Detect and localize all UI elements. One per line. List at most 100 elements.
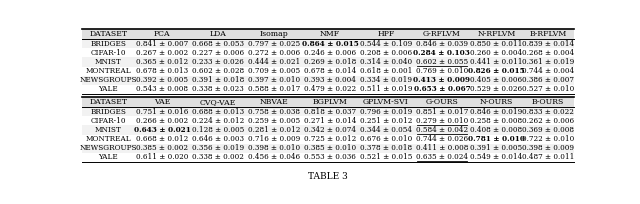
Text: 0.260 ± 0.004: 0.260 ± 0.004	[470, 49, 522, 57]
Text: G-OURS: G-OURS	[426, 98, 458, 106]
Text: LDA: LDA	[209, 30, 227, 38]
Text: 0.758 ± 0.038: 0.758 ± 0.038	[248, 108, 300, 116]
Bar	[83, 134, 573, 144]
Text: 0.818 ± 0.037: 0.818 ± 0.037	[304, 108, 356, 116]
Text: 0.529 ± 0.026: 0.529 ± 0.026	[470, 85, 522, 93]
Text: MONTREAL: MONTREAL	[86, 135, 131, 143]
Text: 0.709 ± 0.005: 0.709 ± 0.005	[248, 67, 300, 75]
Text: 0.716 ± 0.009: 0.716 ± 0.009	[248, 135, 300, 143]
Text: 0.258 ± 0.008: 0.258 ± 0.008	[470, 117, 522, 125]
Text: 0.511 ± 0.019: 0.511 ± 0.019	[360, 85, 412, 93]
Text: 0.444 ± 0.021: 0.444 ± 0.021	[248, 58, 300, 66]
Text: 0.643 ± 0.021: 0.643 ± 0.021	[134, 126, 191, 134]
Text: 0.850 ± 0.011: 0.850 ± 0.011	[470, 40, 523, 48]
Text: 0.397 ± 0.010: 0.397 ± 0.010	[248, 76, 300, 84]
Bar	[83, 116, 573, 125]
Text: 0.344 ± 0.054: 0.344 ± 0.054	[360, 126, 412, 134]
Text: 0.796 ± 0.019: 0.796 ± 0.019	[360, 108, 412, 116]
Text: NMF: NMF	[320, 30, 340, 38]
Text: 0.487 ± 0.011: 0.487 ± 0.011	[522, 153, 575, 161]
Text: BGPLVM: BGPLVM	[312, 98, 348, 106]
Text: 0.233 ± 0.026: 0.233 ± 0.026	[192, 58, 244, 66]
Text: 0.521 ± 0.015: 0.521 ± 0.015	[360, 153, 412, 161]
Text: NBVAE: NBVAE	[260, 98, 289, 106]
Text: PCA: PCA	[154, 30, 170, 38]
Text: 0.602 ± 0.028: 0.602 ± 0.028	[192, 67, 244, 75]
Text: 0.441 ± 0.011: 0.441 ± 0.011	[470, 58, 523, 66]
Text: 0.653 ± 0.067: 0.653 ± 0.067	[413, 85, 470, 93]
Text: 0.725 ± 0.012: 0.725 ± 0.012	[304, 135, 356, 143]
Text: 0.369 ± 0.008: 0.369 ± 0.008	[522, 126, 574, 134]
Text: B-OURS: B-OURS	[532, 98, 564, 106]
Text: 0.271 ± 0.014: 0.271 ± 0.014	[304, 117, 356, 125]
Text: 0.361 ± 0.019: 0.361 ± 0.019	[522, 58, 574, 66]
Text: 0.284 ± 0.103: 0.284 ± 0.103	[413, 49, 470, 57]
Text: 0.688 ± 0.013: 0.688 ± 0.013	[192, 108, 244, 116]
Text: BRIDGES: BRIDGES	[90, 40, 126, 48]
Text: 0.618 ± 0.001: 0.618 ± 0.001	[360, 67, 412, 75]
Text: MNIST: MNIST	[95, 126, 122, 134]
Text: BRIDGES: BRIDGES	[90, 108, 126, 116]
Bar	[83, 58, 573, 67]
Text: 0.281 ± 0.012: 0.281 ± 0.012	[248, 126, 300, 134]
Text: 0.227 ± 0.006: 0.227 ± 0.006	[192, 49, 244, 57]
Text: 0.391 ± 0.005: 0.391 ± 0.005	[470, 144, 522, 152]
Text: 0.769 ± 0.010: 0.769 ± 0.010	[416, 67, 468, 75]
Text: 0.479 ± 0.022: 0.479 ± 0.022	[304, 85, 356, 93]
Text: 0.635 ± 0.024: 0.635 ± 0.024	[416, 153, 468, 161]
Text: 0.398 ± 0.010: 0.398 ± 0.010	[248, 144, 300, 152]
Text: MONTREAL: MONTREAL	[86, 67, 131, 75]
Text: 0.259 ± 0.005: 0.259 ± 0.005	[248, 117, 300, 125]
Text: YALE: YALE	[99, 85, 118, 93]
Bar	[83, 85, 573, 94]
Text: GPLVM-SVI: GPLVM-SVI	[363, 98, 409, 106]
Text: 0.841 ± 0.007: 0.841 ± 0.007	[136, 40, 188, 48]
Text: 0.334 ± 0.019: 0.334 ± 0.019	[360, 76, 412, 84]
Text: 0.826 ± 0.015: 0.826 ± 0.015	[468, 67, 525, 75]
Text: 0.398 ± 0.009: 0.398 ± 0.009	[522, 144, 574, 152]
Bar	[83, 153, 573, 162]
Text: 0.386 ± 0.007: 0.386 ± 0.007	[522, 76, 574, 84]
Text: 0.646 ± 0.003: 0.646 ± 0.003	[192, 135, 244, 143]
Text: 0.405 ± 0.006: 0.405 ± 0.006	[470, 76, 522, 84]
Text: YALE: YALE	[99, 153, 118, 161]
Text: 0.833 ± 0.022: 0.833 ± 0.022	[522, 108, 574, 116]
Text: 0.668 ± 0.012: 0.668 ± 0.012	[136, 135, 188, 143]
Text: G-RFLVM: G-RFLVM	[423, 30, 461, 38]
Text: CVQ-VAE: CVQ-VAE	[200, 98, 236, 106]
Text: 0.602 ± 0.055: 0.602 ± 0.055	[416, 58, 468, 66]
Text: N-RFLVM: N-RFLVM	[477, 30, 516, 38]
Text: 0.456 ± 0.046: 0.456 ± 0.046	[248, 153, 300, 161]
Bar	[83, 76, 573, 85]
Text: 0.408 ± 0.008: 0.408 ± 0.008	[470, 126, 522, 134]
Text: 0.584 ± 0.042: 0.584 ± 0.042	[416, 126, 468, 134]
Text: 0.744 ± 0.026: 0.744 ± 0.026	[416, 135, 468, 143]
Text: 0.553 ± 0.036: 0.553 ± 0.036	[304, 153, 356, 161]
Text: 0.314 ± 0.040: 0.314 ± 0.040	[360, 58, 412, 66]
Text: 0.272 ± 0.006: 0.272 ± 0.006	[248, 49, 300, 57]
Text: CIFAR-10: CIFAR-10	[90, 49, 126, 57]
Bar	[83, 29, 573, 39]
Bar	[83, 97, 573, 107]
Text: CIFAR-10: CIFAR-10	[90, 117, 126, 125]
Text: 0.268 ± 0.004: 0.268 ± 0.004	[522, 49, 574, 57]
Text: 0.797 ± 0.025: 0.797 ± 0.025	[248, 40, 300, 48]
Text: 0.338 ± 0.023: 0.338 ± 0.023	[192, 85, 244, 93]
Text: 0.365 ± 0.012: 0.365 ± 0.012	[136, 58, 188, 66]
Text: 0.751 ± 0.016: 0.751 ± 0.016	[136, 108, 188, 116]
Text: 0.266 ± 0.002: 0.266 ± 0.002	[136, 117, 188, 125]
Text: VAE: VAE	[154, 98, 170, 106]
Text: 0.267 ± 0.002: 0.267 ± 0.002	[136, 49, 188, 57]
Text: 0.269 ± 0.018: 0.269 ± 0.018	[304, 58, 356, 66]
Text: Isomap: Isomap	[260, 30, 289, 38]
Text: 0.391 ± 0.018: 0.391 ± 0.018	[192, 76, 244, 84]
Text: 0.676 ± 0.010: 0.676 ± 0.010	[360, 135, 412, 143]
Text: 0.527 ± 0.010: 0.527 ± 0.010	[522, 85, 574, 93]
Text: 0.385 ± 0.010: 0.385 ± 0.010	[304, 144, 356, 152]
Text: 0.385 ± 0.002: 0.385 ± 0.002	[136, 144, 188, 152]
Text: 0.251 ± 0.012: 0.251 ± 0.012	[360, 117, 412, 125]
Text: HPF: HPF	[378, 30, 395, 38]
Text: 0.208 ± 0.006: 0.208 ± 0.006	[360, 49, 412, 57]
Text: TABLE 3: TABLE 3	[308, 172, 348, 181]
Text: 0.611 ± 0.020: 0.611 ± 0.020	[136, 153, 188, 161]
